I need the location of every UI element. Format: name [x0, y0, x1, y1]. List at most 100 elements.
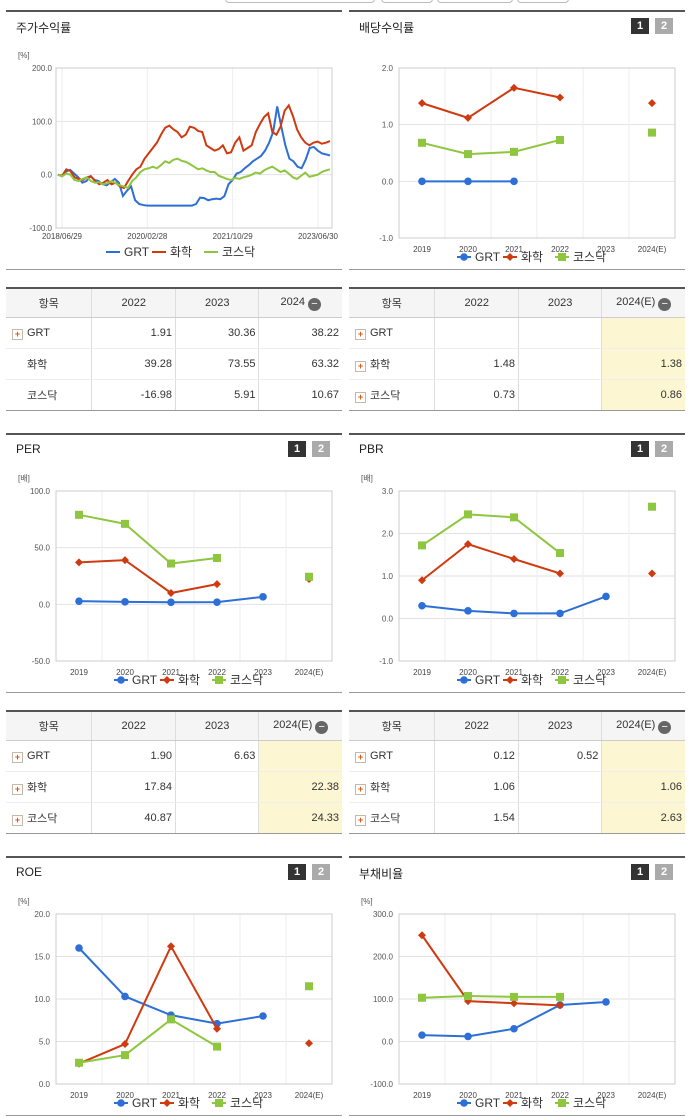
plot-area — [398, 490, 676, 662]
point-marker — [305, 1039, 313, 1048]
expand-plus-icon[interactable]: + — [12, 784, 23, 795]
expand-plus-icon[interactable]: + — [12, 328, 23, 340]
x-tick-label: 2021 — [162, 1091, 180, 1100]
point-marker — [464, 177, 472, 186]
value-cell — [434, 317, 519, 349]
x-tick-label: 2024(E) — [295, 1091, 324, 1100]
point-marker — [510, 992, 518, 1001]
per-panel: PER 1 2 [배] 100.0 50.0 0.0 -50.0 2019 2020 2021… — [6, 433, 342, 693]
toolbar-button[interactable] — [437, 0, 513, 3]
y-tick-label: 15.0 — [34, 953, 50, 962]
collapse-icon[interactable]: − — [658, 720, 672, 734]
plot-area — [398, 913, 676, 1085]
collapse-icon[interactable]: − — [307, 297, 321, 311]
toolbar-button[interactable] — [517, 0, 569, 3]
chart-toggle-2-button[interactable]: 2 — [655, 864, 673, 880]
value-cell — [174, 771, 259, 803]
y-tick-label: 0.0 — [41, 171, 53, 180]
y-tick-label: -100.0 — [29, 224, 52, 233]
point-marker — [75, 944, 83, 952]
chart-toggle-1-button[interactable]: 1 — [288, 864, 306, 880]
point-marker — [510, 555, 518, 563]
x-tick-label: 2019 — [413, 245, 431, 254]
chart-toggle-1-button[interactable]: 1 — [631, 864, 649, 880]
value-cell: 0.73 — [434, 379, 519, 410]
debt-ratio-panel: 부채비율 1 2 [%] 300.0 200.0 100.0 0.0 -100.0 2019… — [349, 856, 685, 1116]
x-tick-label: 2020 — [459, 245, 477, 254]
value-cell: 39.28 — [91, 348, 176, 380]
chart-toggle-2-button[interactable]: 2 — [655, 18, 673, 34]
chart-toggle-1-button[interactable]: 1 — [631, 441, 649, 457]
column-header-label: 항목 — [381, 298, 402, 310]
collapse-icon[interactable]: − — [315, 720, 329, 734]
table-row: + 코스닥 40.87 24.33 — [6, 802, 342, 833]
expand-plus-icon[interactable]: + — [355, 751, 366, 763]
chart-toggle-1-button[interactable]: 1 — [631, 18, 649, 34]
unit-label: [배] — [361, 474, 373, 483]
chart-toggle-2-button[interactable]: 2 — [312, 441, 330, 457]
point-marker — [305, 982, 313, 991]
row-name-cell: + GRT — [6, 740, 92, 772]
toolbar-button[interactable] — [225, 0, 375, 3]
unit-label: [배] — [18, 474, 30, 483]
chart-toggle-2-button[interactable]: 2 — [312, 864, 330, 880]
value-cell: 1.06 — [601, 771, 685, 803]
table-row: + GRT 1.90 6.63 — [6, 740, 342, 772]
expand-plus-icon[interactable]: + — [355, 815, 366, 826]
plot-area — [398, 67, 676, 239]
table-row: + 화학 1.06 1.06 — [349, 771, 685, 803]
point-marker — [464, 113, 472, 122]
value-cell — [517, 348, 602, 380]
y-tick-label: -100.0 — [370, 1080, 393, 1089]
top-toolbar-fragment — [0, 0, 691, 6]
value-cell: 73.55 — [174, 348, 259, 380]
point-marker — [75, 1058, 83, 1067]
expand-plus-icon[interactable]: + — [355, 392, 366, 403]
value-cell: 40.87 — [91, 802, 176, 833]
toolbar-button[interactable] — [381, 0, 433, 3]
series-line-chem — [78, 559, 218, 595]
value-cell — [601, 317, 685, 349]
y-tick-label: 0.0 — [382, 1038, 394, 1047]
point-marker — [163, 1099, 171, 1107]
chart-legend: GRT 화학 코스닥 — [457, 1096, 606, 1110]
x-tick-label: 2020 — [459, 1091, 477, 1100]
table-row: + GRT 1.91 30.36 38.22 — [6, 317, 342, 349]
chart-toggle-1-button[interactable]: 1 — [288, 441, 306, 457]
point-marker — [418, 177, 426, 186]
row-label: 코스닥 — [370, 390, 401, 402]
chart-legend: GRT 화학 코스닥 — [114, 1096, 263, 1110]
expand-plus-icon[interactable]: + — [355, 784, 366, 795]
chart-legend: GRT 화학 코스닥 — [114, 673, 263, 687]
column-header-label: 항목 — [381, 721, 402, 733]
column-header-label: 2022 — [121, 720, 146, 732]
expand-plus-icon[interactable]: + — [355, 328, 366, 340]
expand-plus-icon[interactable]: + — [12, 815, 23, 826]
value-cell: 24.33 — [258, 802, 342, 833]
legend-kosdaq: 코스닥 — [573, 673, 606, 687]
collapse-icon[interactable]: − — [658, 297, 672, 311]
chart-toggle-2-button[interactable]: 2 — [655, 441, 673, 457]
row-name-cell: + GRT — [349, 740, 435, 772]
plot-area — [55, 913, 333, 1085]
point-marker — [460, 1099, 468, 1107]
column-header: 2024− — [258, 289, 342, 318]
expand-plus-icon[interactable]: + — [355, 361, 366, 372]
panel-title: PBR — [359, 442, 384, 456]
column-header: 항목 — [6, 712, 92, 741]
table-header-row: 항목 2022 2023 2024(E) − — [349, 289, 685, 318]
plot-area — [55, 67, 333, 229]
column-header-label: 2024 — [280, 295, 305, 308]
panel-title: PER — [16, 442, 41, 456]
x-tick-label: 2022 — [551, 1091, 569, 1100]
expand-plus-icon[interactable]: + — [12, 751, 23, 763]
point-marker — [117, 676, 125, 684]
y-tick-label: 100.0 — [30, 487, 51, 496]
legend-grt: GRT — [475, 250, 501, 264]
point-marker — [464, 540, 472, 549]
row-label: GRT — [27, 326, 51, 339]
table-row: 코스닥 -16.98 5.91 10.67 — [6, 379, 342, 410]
point-marker — [418, 99, 426, 108]
column-header: 2023 — [517, 712, 602, 741]
column-header: 2023 — [174, 712, 259, 741]
